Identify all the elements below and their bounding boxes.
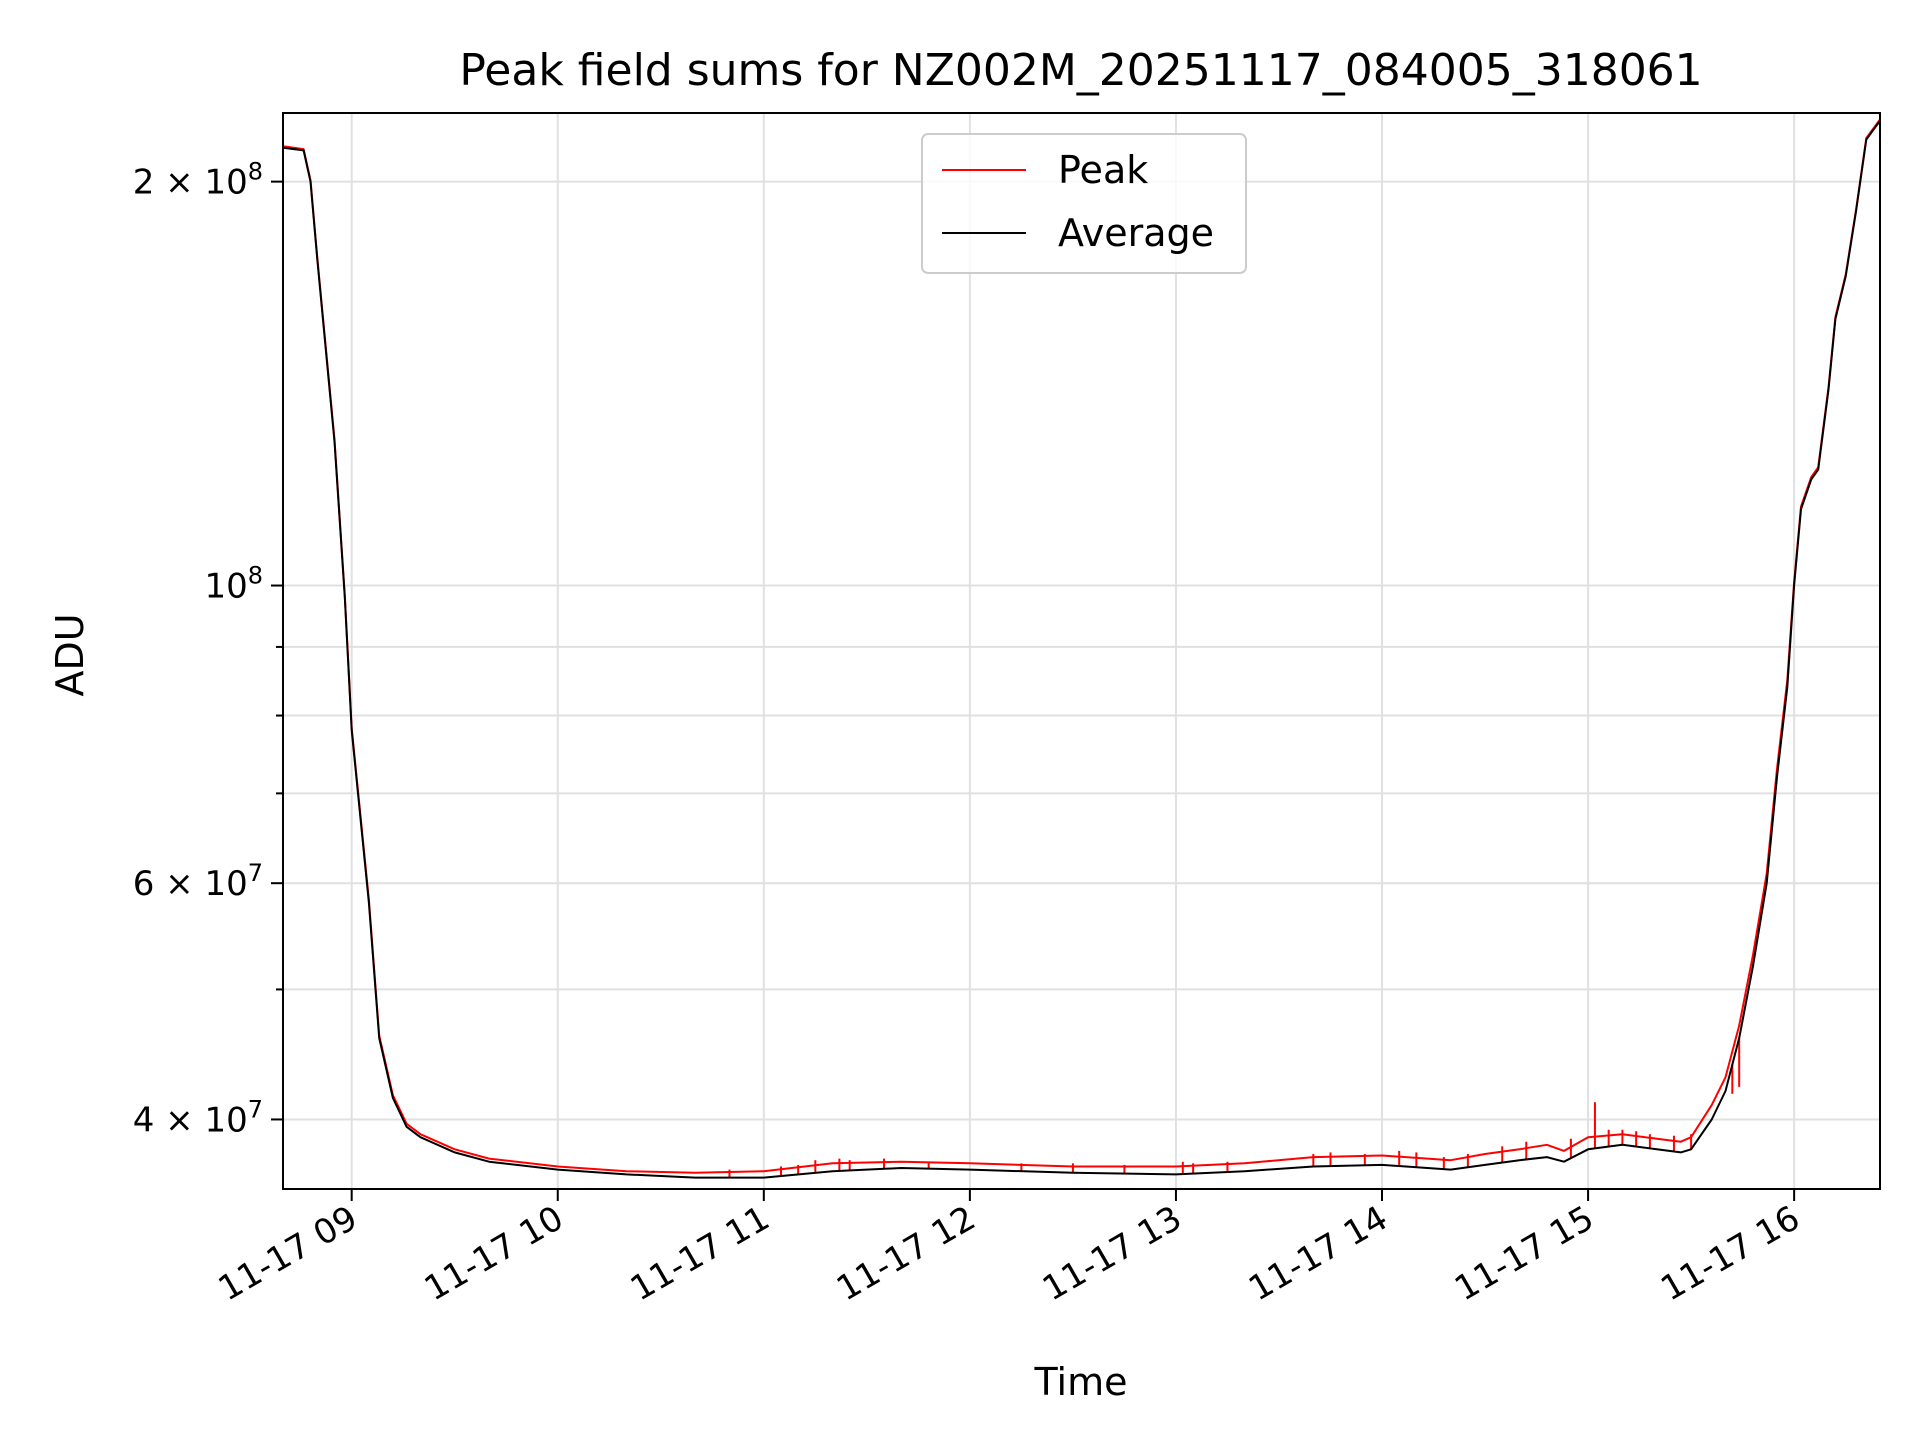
legend: Peak Average xyxy=(921,133,1247,274)
legend-label-peak: Peak xyxy=(1058,148,1148,192)
y-tick-label: 2 × 108 xyxy=(133,158,263,203)
series-line-average xyxy=(283,120,1880,1179)
plot-frame xyxy=(282,112,1881,1190)
y-tick-label: 6 × 107 xyxy=(133,859,263,904)
x-axis-title: Time xyxy=(1034,1360,1128,1404)
chart-title: Peak field sums for NZ002M_20251117_0840… xyxy=(459,45,1702,96)
y-axis-title: ADU xyxy=(48,613,92,696)
legend-box xyxy=(921,133,1247,274)
legend-label-average: Average xyxy=(1058,211,1214,255)
grid xyxy=(283,113,1880,1189)
series-layer xyxy=(283,118,1880,1179)
y-tick-label: 108 xyxy=(204,562,263,607)
y-tick-label: 4 × 107 xyxy=(133,1095,263,1140)
